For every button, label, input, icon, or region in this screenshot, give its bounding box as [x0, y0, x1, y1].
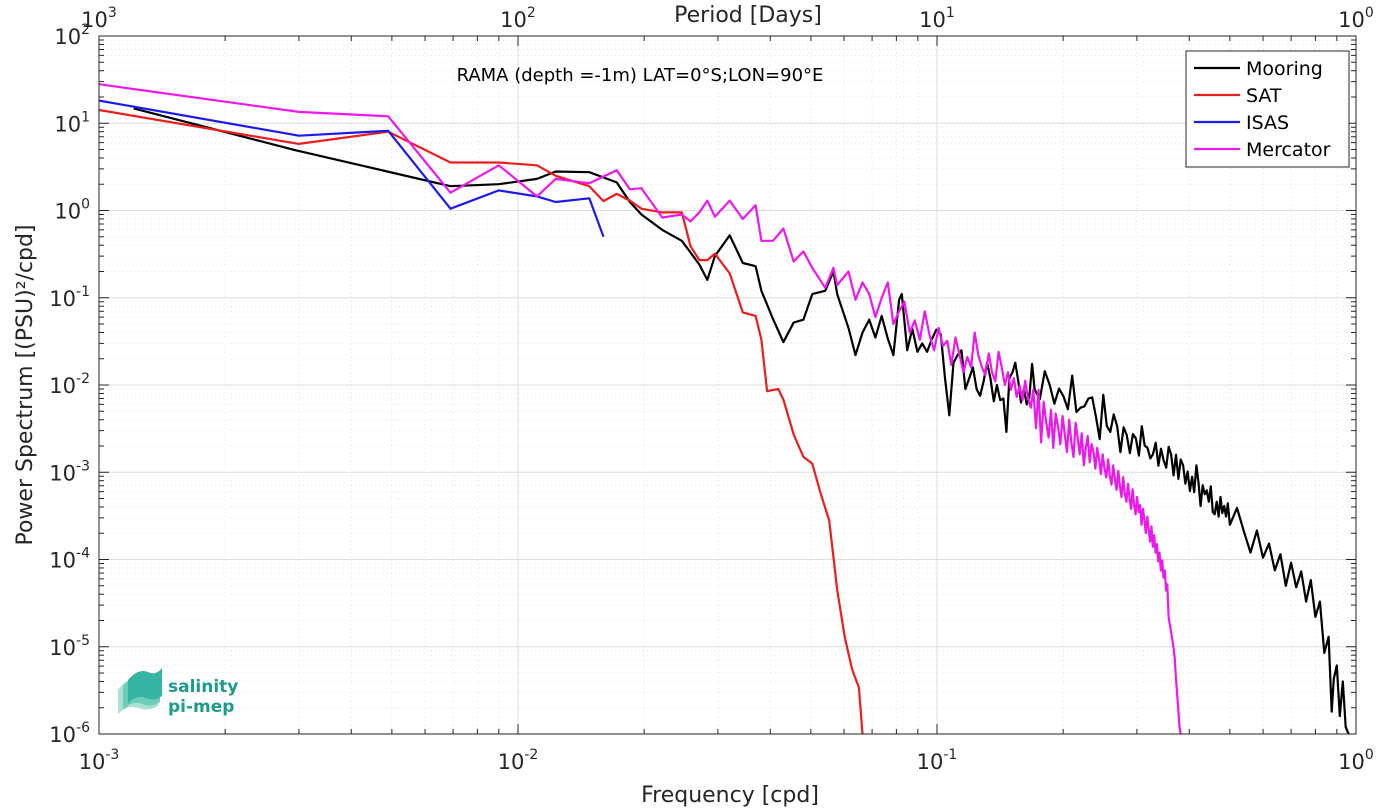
logo-line2: pi-mep [168, 697, 234, 717]
legend-label-mercator: Mercator [1246, 139, 1331, 161]
chart-title: RAMA (depth =-1m) LAT=0°S;LON=90°E [457, 65, 824, 86]
axis-ticks [98, 35, 1357, 735]
y-axis-title: Power Spectrum [(PSU)²/cpd] [13, 224, 38, 545]
x-tick-label: 10-1 [917, 747, 958, 774]
series-line-mooring [133, 107, 1350, 734]
legend-label-isas: ISAS [1246, 112, 1289, 134]
top-tick-label: 100 [1338, 5, 1374, 32]
y-tick-label: 10-1 [49, 284, 90, 311]
y-tick-label: 10-5 [49, 633, 90, 660]
top-tick-label: 101 [919, 5, 955, 32]
top-axis-title: Period [Days] [674, 3, 822, 28]
legend-label-sat: SAT [1246, 85, 1282, 107]
x-tick-label: 10-3 [79, 747, 120, 774]
y-tick-label: 102 [54, 22, 90, 49]
y-tick-label: 101 [54, 109, 90, 136]
x-axis-title: Frequency [cpd] [641, 783, 819, 808]
series-lines [99, 83, 1350, 734]
series-line-sat [99, 108, 864, 734]
legend-box [1185, 50, 1350, 168]
legend-label-mooring: Mooring [1246, 58, 1323, 80]
top-tick-label: 103 [81, 5, 117, 32]
top-tick-label: 102 [500, 5, 536, 32]
y-tick-label: 10-3 [49, 458, 90, 485]
x-tick-label: 10-2 [498, 747, 539, 774]
y-tick-label: 10-2 [49, 371, 90, 398]
salinity-pi-mep-logo: salinity pi-mep [118, 668, 238, 717]
x-tick-label: 100 [1338, 747, 1374, 774]
y-tick-label: 100 [54, 197, 90, 224]
y-tick-label: 10-6 [49, 720, 90, 747]
logo-line1: salinity [168, 677, 238, 697]
y-tick-label: 10-4 [49, 546, 90, 573]
series-line-mercator [99, 83, 1182, 734]
series-line-isas [99, 99, 605, 238]
legend: Mooring SAT ISAS Mercator [1185, 50, 1350, 168]
logo-wave-icon [128, 668, 162, 704]
